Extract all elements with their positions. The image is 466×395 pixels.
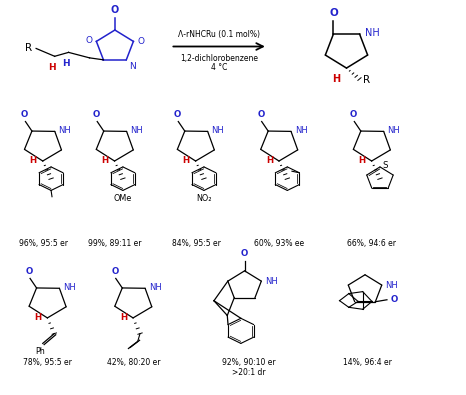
Text: O: O — [137, 37, 144, 46]
Text: O: O — [93, 110, 100, 119]
Text: N: N — [129, 62, 136, 71]
Text: O: O — [21, 110, 28, 119]
Text: 92%, 90:10 er: 92%, 90:10 er — [222, 358, 276, 367]
Text: H: H — [62, 59, 70, 68]
Text: NO₂: NO₂ — [196, 194, 212, 203]
Text: 1,2-dichlorobenzene: 1,2-dichlorobenzene — [180, 54, 258, 62]
Text: NH: NH — [63, 283, 76, 292]
Text: O: O — [111, 5, 119, 15]
Text: O: O — [350, 110, 357, 119]
Text: NH: NH — [387, 126, 400, 135]
Text: H: H — [102, 156, 109, 165]
Text: 66%, 94:6 er: 66%, 94:6 er — [348, 239, 397, 248]
Text: Ph: Ph — [35, 346, 45, 356]
Text: Λ-rNHCRu (0.1 mol%): Λ-rNHCRu (0.1 mol%) — [178, 30, 260, 39]
Text: H: H — [34, 312, 41, 322]
Text: H: H — [358, 156, 366, 165]
Text: O: O — [329, 8, 338, 18]
Text: O: O — [174, 110, 181, 119]
Text: O: O — [86, 36, 93, 45]
Text: NH: NH — [295, 126, 308, 135]
Text: >20:1 dr: >20:1 dr — [233, 367, 266, 376]
Text: 96%, 95:5 er: 96%, 95:5 er — [19, 239, 68, 248]
Text: NH: NH — [212, 126, 224, 135]
Text: 84%, 95:5 er: 84%, 95:5 er — [171, 239, 220, 248]
Text: S: S — [382, 161, 388, 170]
Text: H: H — [183, 156, 190, 165]
Text: O: O — [257, 110, 264, 119]
Text: H: H — [30, 156, 37, 165]
Text: 78%, 95:5 er: 78%, 95:5 er — [23, 358, 72, 367]
Text: NH: NH — [265, 276, 278, 286]
Text: H: H — [120, 312, 127, 322]
Text: R: R — [363, 75, 370, 85]
Text: R: R — [25, 43, 33, 53]
Text: NH: NH — [365, 28, 380, 38]
Text: O: O — [241, 249, 248, 258]
Text: 99%, 89:11 er: 99%, 89:11 er — [88, 239, 142, 248]
Text: 60%, 93% ee: 60%, 93% ee — [254, 239, 304, 248]
Text: NH: NH — [59, 126, 71, 135]
Text: NH: NH — [130, 126, 143, 135]
Text: O: O — [26, 267, 33, 276]
Text: O: O — [111, 267, 118, 276]
Text: 4 °C: 4 °C — [211, 63, 227, 72]
Text: H: H — [332, 74, 341, 84]
Text: NH: NH — [385, 280, 398, 290]
Text: H: H — [48, 62, 56, 71]
Text: H: H — [266, 156, 273, 165]
Text: 14%, 96:4 er: 14%, 96:4 er — [343, 358, 392, 367]
Text: OMe: OMe — [114, 194, 132, 203]
Text: 42%, 80:20 er: 42%, 80:20 er — [107, 358, 160, 367]
Text: NH: NH — [149, 283, 162, 292]
Text: O: O — [390, 295, 397, 304]
